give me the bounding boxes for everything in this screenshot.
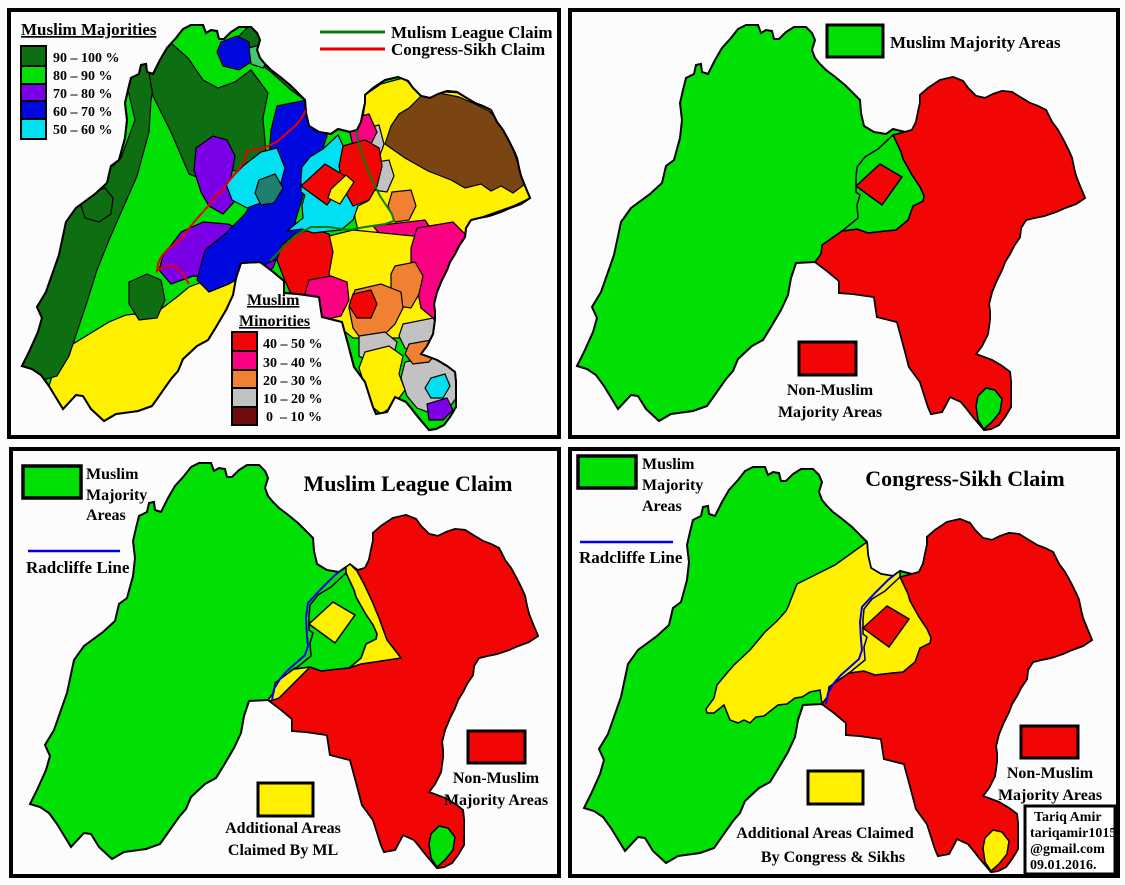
svg-text:@gmail.com: @gmail.com [1030, 842, 1105, 857]
svg-text:Majority Areas: Majority Areas [998, 787, 1102, 804]
svg-text:Muslim League Claim: Muslim League Claim [304, 471, 513, 496]
svg-text:tariqamir1015: tariqamir1015 [1030, 826, 1116, 841]
svg-text:09.01.2016.: 09.01.2016. [1030, 858, 1097, 873]
svg-text:Muslim: Muslim [642, 456, 695, 473]
svg-text:Muslim: Muslim [247, 292, 300, 309]
svg-text:80 – 90 %: 80 – 90 % [53, 69, 113, 84]
svg-text:Majority Areas: Majority Areas [444, 792, 548, 809]
svg-text:Congress-Sikh Claim: Congress-Sikh Claim [865, 466, 1064, 491]
svg-text:Muslim Majorities: Muslim Majorities [21, 20, 157, 39]
svg-text:20 – 30 %: 20 – 30 % [263, 374, 323, 389]
svg-text:40 – 50 %: 40 – 50 % [263, 337, 323, 352]
svg-text:60 – 70 %: 60 – 70 % [53, 105, 113, 120]
svg-text:Minorities: Minorities [239, 313, 310, 330]
svg-text:30 – 40 %: 30 – 40 % [263, 356, 323, 371]
svg-text:Non-Muslim: Non-Muslim [787, 382, 874, 399]
svg-text:90 – 100 %: 90 – 100 % [53, 51, 120, 66]
svg-text:Additional Areas Claimed: Additional Areas Claimed [736, 825, 914, 842]
svg-text:Majority: Majority [86, 487, 147, 504]
svg-text:Non-Muslim: Non-Muslim [1007, 765, 1094, 782]
svg-text:Areas: Areas [86, 507, 126, 524]
svg-text:0 – 10 %: 0 – 10 % [266, 410, 322, 425]
svg-text:70 – 80 %: 70 – 80 % [53, 87, 113, 102]
svg-text:Tariq Amir: Tariq Amir [1034, 810, 1102, 825]
svg-text:Radcliffe Line: Radcliffe Line [579, 548, 683, 567]
svg-text:50 – 60 %: 50 – 60 % [53, 123, 113, 138]
svg-text:Non-Muslim: Non-Muslim [453, 770, 540, 787]
svg-text:10 – 20 %: 10 – 20 % [263, 392, 323, 407]
svg-text:Claimed By ML: Claimed By ML [228, 842, 338, 859]
svg-text:By Congress & Sikhs: By Congress & Sikhs [761, 849, 905, 866]
svg-text:Congress-Sikh Claim: Congress-Sikh Claim [391, 40, 545, 59]
svg-text:Muslim: Muslim [86, 466, 139, 483]
svg-text:Radcliffe Line: Radcliffe Line [26, 558, 130, 577]
svg-text:Majority Areas: Majority Areas [778, 404, 882, 421]
svg-text:Mulism League Claim: Mulism League Claim [391, 23, 553, 42]
svg-text:Muslim Majority Areas: Muslim Majority Areas [890, 33, 1061, 52]
svg-text:Majority: Majority [642, 477, 703, 494]
svg-text:Additional Areas: Additional Areas [225, 820, 341, 837]
svg-text:Areas: Areas [642, 498, 682, 515]
